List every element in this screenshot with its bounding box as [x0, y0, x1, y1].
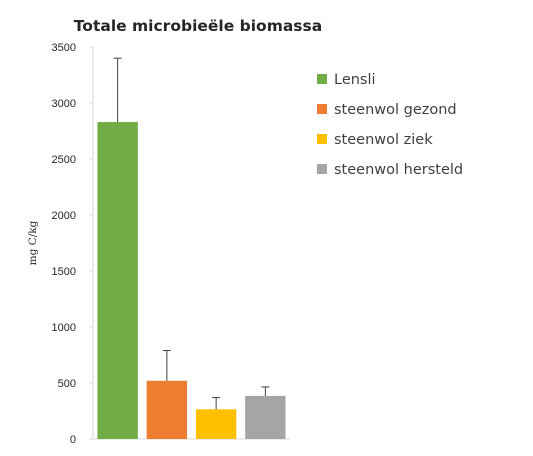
bar-1: [97, 122, 138, 439]
legend-label-1: Lensli: [334, 72, 376, 88]
y-tick-label: 3500: [52, 42, 76, 54]
legend-swatch-4: [317, 164, 327, 174]
legend-label-3: steenwol ziek: [334, 132, 433, 148]
legend-label-4: steenwol hersteld: [334, 162, 463, 178]
y-axis-label: mg C/kg: [27, 220, 39, 265]
bars: [97, 57, 286, 439]
legend-swatch-2: [317, 104, 327, 114]
y-tick-label: 1500: [52, 266, 76, 278]
chart-title: Totale microbieële biomassa: [74, 17, 322, 35]
bar-3: [195, 409, 237, 439]
legend-swatch-1: [317, 74, 327, 84]
y-tick-label: 0: [70, 434, 76, 446]
bar-4: [245, 395, 286, 439]
legend-swatch-3: [317, 134, 327, 144]
legend-label-2: steenwol gezond: [334, 102, 457, 118]
y-tick-label: 1000: [52, 322, 76, 334]
y-tick-label: 2500: [52, 154, 76, 166]
y-tick-label: 500: [58, 378, 76, 390]
y-tick-label: 3000: [52, 98, 76, 110]
y-tick-label: 2000: [52, 210, 76, 222]
legend: Lensli steenwol gezond steenwol ziek steenw…: [317, 72, 463, 178]
bar-2: [146, 380, 188, 439]
